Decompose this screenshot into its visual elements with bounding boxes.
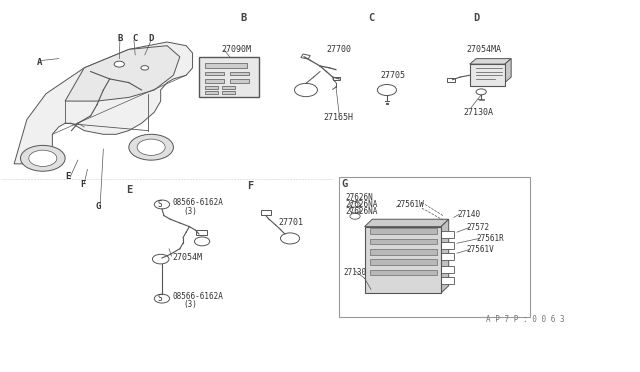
Circle shape bbox=[152, 254, 169, 264]
Text: (3): (3) bbox=[183, 300, 197, 310]
Bar bbox=[370, 249, 436, 255]
Circle shape bbox=[129, 134, 173, 160]
Polygon shape bbox=[505, 59, 511, 83]
Bar bbox=[447, 78, 455, 81]
Circle shape bbox=[114, 61, 124, 67]
Text: E: E bbox=[126, 185, 132, 195]
Text: F: F bbox=[80, 180, 85, 189]
Text: 27701: 27701 bbox=[278, 218, 303, 227]
Polygon shape bbox=[65, 46, 180, 101]
Text: 27165H: 27165H bbox=[323, 113, 353, 122]
Text: E: E bbox=[65, 172, 70, 181]
Circle shape bbox=[29, 150, 57, 166]
Bar bbox=[205, 92, 218, 94]
Text: G: G bbox=[95, 202, 100, 211]
Circle shape bbox=[294, 83, 317, 97]
Bar bbox=[205, 63, 246, 68]
Bar bbox=[205, 71, 225, 75]
Text: 27626N: 27626N bbox=[346, 193, 373, 202]
Polygon shape bbox=[230, 70, 243, 94]
Text: 27626NA: 27626NA bbox=[346, 200, 378, 209]
Circle shape bbox=[350, 207, 360, 213]
Bar bbox=[301, 54, 310, 59]
Bar bbox=[339, 177, 531, 317]
Circle shape bbox=[350, 213, 360, 219]
Bar bbox=[441, 253, 454, 260]
Circle shape bbox=[280, 233, 300, 244]
Text: D: D bbox=[148, 34, 154, 43]
Polygon shape bbox=[365, 219, 449, 227]
Circle shape bbox=[350, 202, 360, 208]
Text: 27700: 27700 bbox=[326, 45, 351, 54]
Text: 27090M: 27090M bbox=[221, 45, 252, 54]
Bar bbox=[441, 266, 454, 273]
Text: 27561W: 27561W bbox=[396, 200, 424, 209]
Text: 27561R: 27561R bbox=[476, 234, 504, 243]
Bar bbox=[441, 277, 454, 284]
Bar bbox=[199, 57, 259, 97]
Text: 27130: 27130 bbox=[344, 268, 367, 277]
Circle shape bbox=[20, 145, 65, 171]
Bar bbox=[230, 79, 248, 83]
Circle shape bbox=[476, 89, 486, 95]
Text: C: C bbox=[132, 34, 138, 43]
Text: D: D bbox=[473, 13, 479, 23]
Bar bbox=[441, 242, 454, 249]
Text: B: B bbox=[117, 34, 123, 43]
Bar bbox=[196, 230, 207, 235]
Text: 27054MA: 27054MA bbox=[467, 45, 502, 54]
Text: 08566-6162A: 08566-6162A bbox=[172, 198, 223, 207]
Bar bbox=[365, 227, 441, 293]
Bar bbox=[370, 260, 436, 265]
Text: (3): (3) bbox=[183, 207, 197, 217]
Text: 27140: 27140 bbox=[457, 210, 480, 219]
Text: A P 7 P : 0 0 6 3: A P 7 P : 0 0 6 3 bbox=[486, 315, 564, 324]
Bar bbox=[441, 231, 454, 238]
Text: 27561V: 27561V bbox=[467, 245, 494, 254]
Polygon shape bbox=[470, 59, 511, 64]
Text: G: G bbox=[341, 179, 348, 189]
Text: 27130A: 27130A bbox=[463, 108, 493, 117]
Bar bbox=[370, 228, 436, 234]
Circle shape bbox=[154, 294, 170, 303]
Text: 27626NA: 27626NA bbox=[346, 206, 378, 216]
Text: 27054M: 27054M bbox=[172, 253, 202, 263]
Text: 08566-6162A: 08566-6162A bbox=[172, 292, 223, 301]
Text: 27705: 27705 bbox=[381, 71, 406, 80]
Text: C: C bbox=[368, 13, 374, 23]
Text: 27572: 27572 bbox=[467, 223, 490, 232]
Polygon shape bbox=[14, 42, 193, 164]
Text: F: F bbox=[246, 181, 253, 191]
Bar bbox=[333, 77, 340, 80]
Text: A: A bbox=[36, 58, 42, 67]
Bar bbox=[370, 239, 436, 244]
Text: S: S bbox=[157, 200, 163, 209]
Circle shape bbox=[195, 237, 210, 246]
Circle shape bbox=[154, 200, 170, 209]
Text: B: B bbox=[241, 13, 246, 23]
Polygon shape bbox=[441, 219, 449, 293]
Circle shape bbox=[378, 84, 396, 96]
Bar bbox=[230, 71, 248, 75]
Bar bbox=[222, 86, 235, 89]
Text: S: S bbox=[157, 294, 163, 303]
Bar bbox=[370, 270, 436, 275]
Bar bbox=[470, 64, 505, 86]
Bar bbox=[205, 79, 225, 83]
Bar bbox=[222, 92, 235, 94]
Circle shape bbox=[137, 139, 165, 155]
Circle shape bbox=[141, 65, 148, 70]
Bar bbox=[205, 86, 218, 89]
Bar bbox=[261, 211, 271, 215]
